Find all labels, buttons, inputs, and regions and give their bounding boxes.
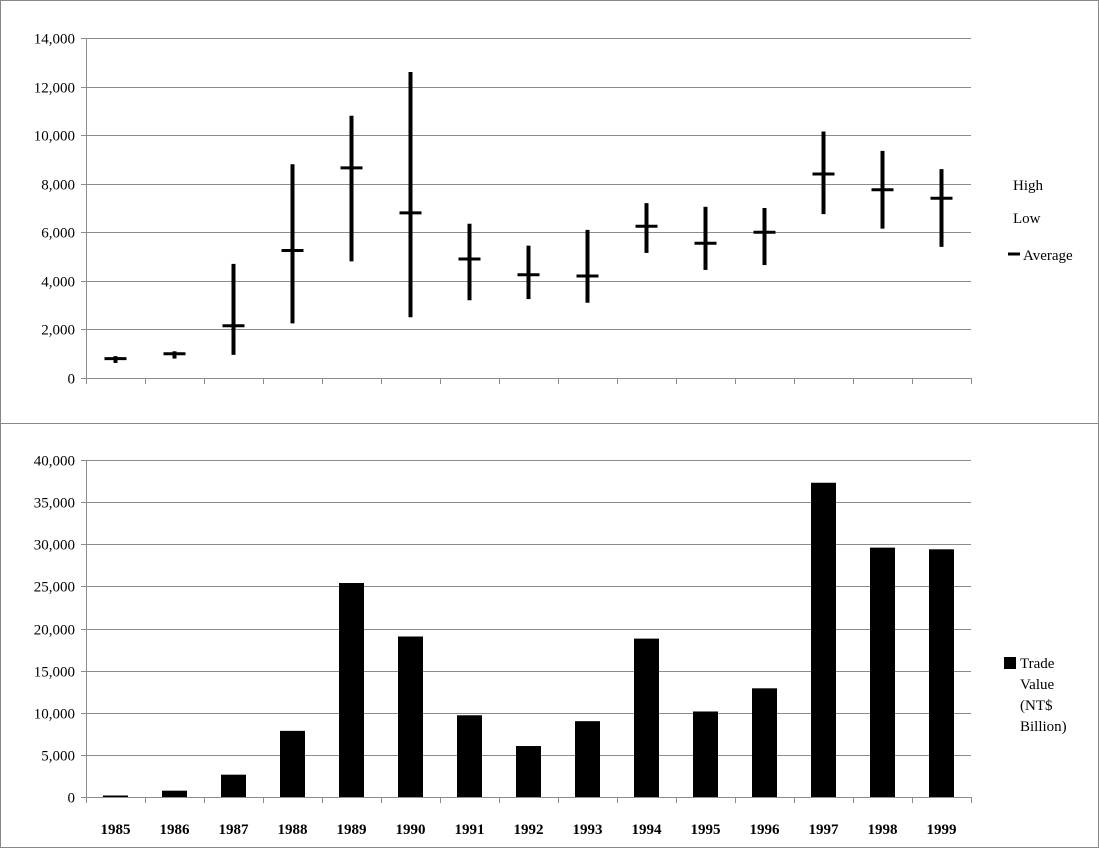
y-tick-label: 40,000 (34, 454, 75, 470)
y-tick-label: 2,000 (41, 323, 75, 339)
x-category-label: 1989 (337, 822, 367, 838)
bar (398, 636, 423, 797)
y-tick-label: 0 (68, 372, 76, 388)
price-range-panel: 0 2,000 4,000 6,000 8,000 10,000 12,000 14,000 H… (34, 32, 1073, 388)
x-category-label: 1990 (396, 822, 426, 838)
y-tick-label: 10,000 (34, 129, 75, 145)
legend-average: Average (1023, 248, 1073, 264)
y-tick-label: 35,000 (34, 496, 75, 512)
y-tick-label: 12,000 (34, 81, 75, 97)
y-tick-label: 14,000 (34, 32, 75, 48)
bar (221, 774, 246, 797)
y-tick-label: 0 (68, 791, 76, 807)
bar (457, 715, 482, 797)
x-category-label: 1995 (691, 822, 721, 838)
x-category-label: 1992 (514, 822, 544, 838)
x-category-label: 1988 (278, 822, 308, 838)
x-category-label: 1993 (573, 822, 603, 838)
legend-trade-value-line: (NT$ (1020, 698, 1053, 714)
legend-trade-value-line: Value (1020, 677, 1054, 693)
x-category-label: 1999 (927, 822, 957, 838)
x-category-label: 1987 (219, 822, 250, 838)
y-tick-label: 15,000 (34, 665, 75, 681)
legend-high: High (1013, 178, 1044, 194)
trade-value-panel: 0 5,000 10,000 15,000 20,000 25,000 30,000 35,0… (34, 454, 1067, 839)
bar (634, 638, 659, 797)
bar (870, 547, 895, 797)
y-tick-label: 5,000 (41, 749, 75, 765)
bar (811, 482, 836, 797)
x-category-label: 1998 (868, 822, 898, 838)
bar (339, 583, 364, 797)
legend-low: Low (1013, 211, 1041, 227)
x-category-label: 1994 (632, 822, 663, 838)
legend-trade-value-swatch (1004, 657, 1016, 669)
x-category-label: 1991 (455, 822, 485, 838)
y-tick-label: 30,000 (34, 538, 75, 554)
y-tick-label: 6,000 (41, 226, 75, 242)
x-category-label: 1997 (809, 822, 840, 838)
legend-trade-value-line: Trade (1020, 656, 1055, 672)
bar (162, 790, 187, 797)
y-tick-label: 4,000 (41, 275, 75, 291)
x-category-label: 1996 (750, 822, 781, 838)
y-tick-label: 10,000 (34, 707, 75, 723)
y-tick-label: 8,000 (41, 178, 75, 194)
bar (516, 746, 541, 797)
x-category-label: 1985 (101, 822, 131, 838)
y-tick-label: 25,000 (34, 580, 75, 596)
legend-trade-value-line: Billion) (1020, 719, 1067, 735)
bar (103, 795, 128, 797)
bar (929, 549, 954, 797)
bar (575, 721, 600, 797)
bar (280, 730, 305, 797)
y-tick-label: 20,000 (34, 623, 75, 639)
x-category-label: 1986 (160, 822, 191, 838)
bar (752, 688, 777, 797)
bar (693, 711, 718, 797)
